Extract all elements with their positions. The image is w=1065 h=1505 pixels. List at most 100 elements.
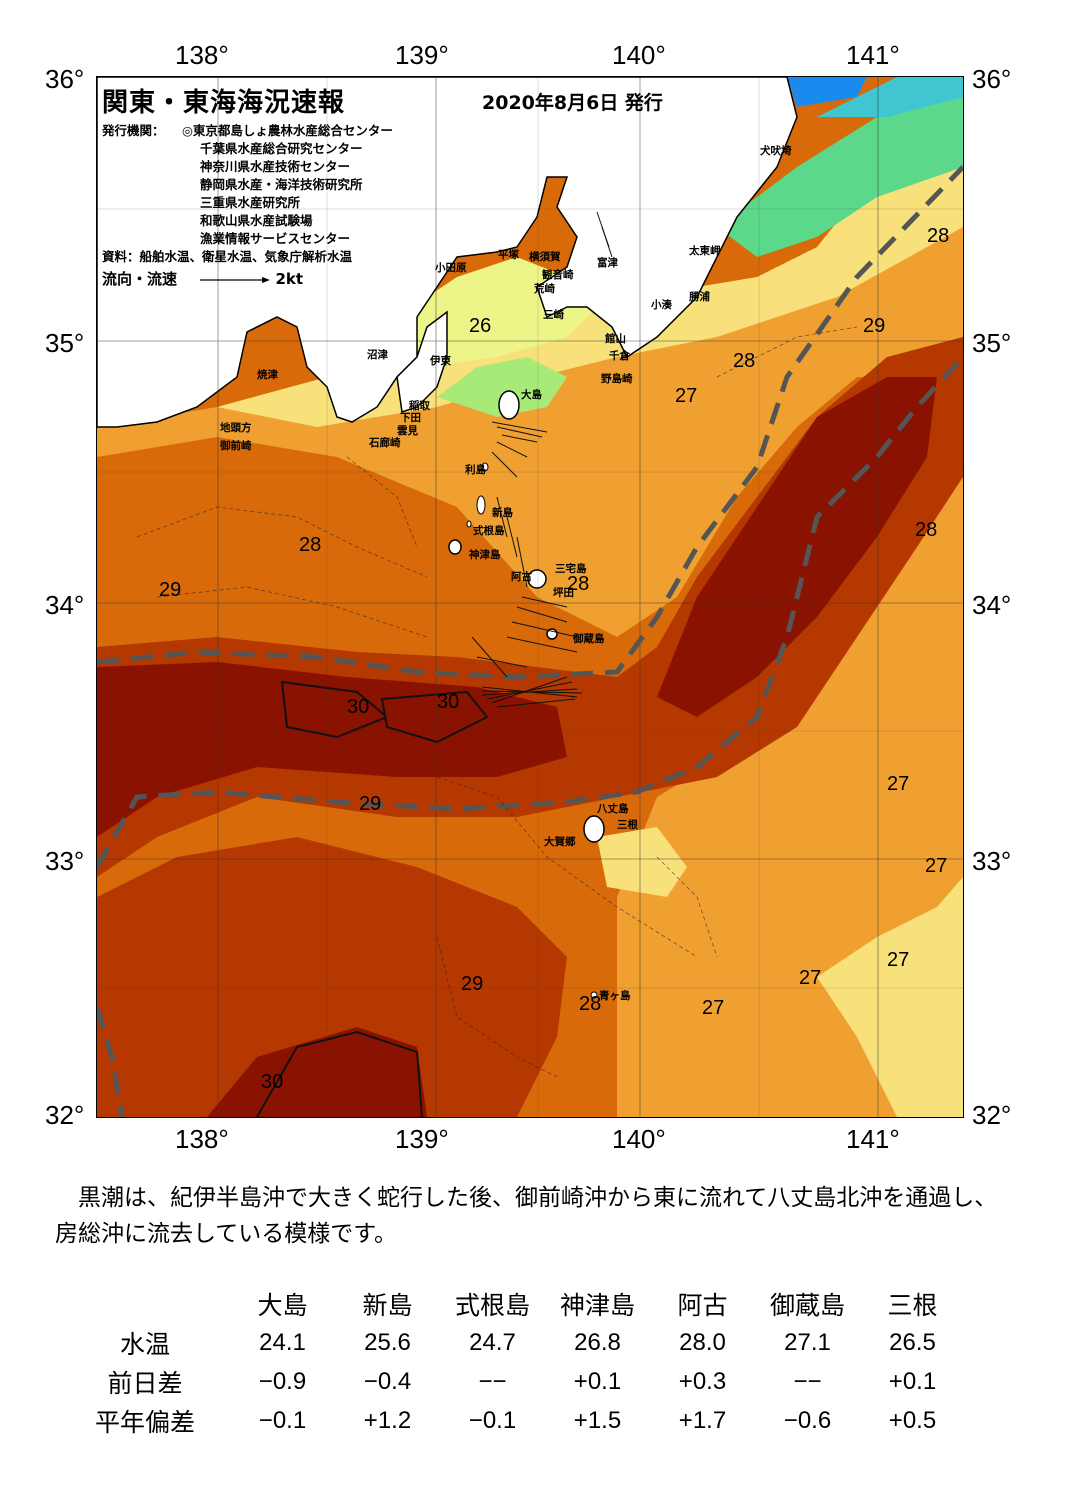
place-label: 太東岬 bbox=[689, 245, 721, 257]
column-header: 式根島 bbox=[454, 1291, 530, 1320]
place-label: 小湊 bbox=[651, 299, 672, 311]
column-header: 大島 bbox=[257, 1291, 308, 1320]
column-header: 新島 bbox=[362, 1291, 413, 1320]
place-label: 御前崎 bbox=[220, 440, 252, 452]
temp-label: 27 bbox=[799, 967, 822, 989]
map-canvas bbox=[97, 77, 963, 1117]
place-label: 千倉 bbox=[609, 350, 630, 362]
sea-zone-22-kashima bbox=[817, 77, 963, 117]
lat-label-left-35: 35° bbox=[45, 328, 85, 358]
temp-label: 27 bbox=[702, 997, 725, 1019]
current-vectors bbox=[471, 211, 613, 708]
place-label: 利島 bbox=[465, 464, 486, 476]
lat-label-right-33: 33° bbox=[972, 846, 1012, 876]
graticule-minor bbox=[97, 77, 963, 1117]
table-corner bbox=[60, 1284, 230, 1323]
table-row: 平年偏差 −0.1 +1.2 −0.1 +1.5 +1.7 −0.6 +0.5 bbox=[60, 1401, 965, 1440]
lat-label-left-36: 36° bbox=[45, 64, 85, 94]
lon-label-top-139: 139° bbox=[395, 40, 449, 70]
place-label: 富津 bbox=[597, 257, 618, 269]
island-oshima bbox=[498, 390, 520, 420]
publisher-name: 神奈川県水産技術センター bbox=[200, 159, 351, 174]
place-label: 大島 bbox=[521, 389, 542, 401]
lat-label-left-33: 33° bbox=[45, 846, 85, 876]
table-header-row: 大島 新島 式根島 神津島 阿古 御蔵島 三根 bbox=[60, 1284, 965, 1323]
table-cell: +0.5 bbox=[888, 1406, 937, 1434]
table-cell: −0.6 bbox=[783, 1406, 832, 1434]
place-label: 大賀郷 bbox=[544, 836, 576, 848]
island-hachijojima bbox=[583, 815, 605, 843]
place-label: 式根島 bbox=[473, 525, 505, 537]
temp-label: 28 bbox=[915, 519, 938, 541]
place-label: 館山 bbox=[605, 333, 626, 345]
temp-label: 26 bbox=[469, 315, 492, 337]
current-legend: 流向・流速 2kt bbox=[102, 268, 303, 289]
table-cell: 24.1 bbox=[259, 1328, 306, 1356]
depth-contours bbox=[136, 326, 858, 1078]
table-cell: +0.1 bbox=[888, 1367, 937, 1395]
temp-label: 30 bbox=[437, 691, 460, 713]
place-label: 阿古 bbox=[511, 571, 532, 583]
temp-label: 29 bbox=[461, 973, 484, 995]
lon-label-bottom-139: 139° bbox=[395, 1124, 449, 1154]
table-cell: +0.3 bbox=[678, 1367, 727, 1395]
sea-zone-29-south bbox=[97, 837, 567, 1117]
temp-label: 30 bbox=[261, 1071, 284, 1093]
sea-temperature-map: 26 28 29 30 30 29 28 27 28 29 28 28 27 2… bbox=[96, 76, 964, 1118]
temp-label: 29 bbox=[863, 315, 886, 337]
lat-label-right-35: 35° bbox=[972, 328, 1012, 358]
lat-label-right-32: 32° bbox=[972, 1100, 1012, 1130]
temp-label: 29 bbox=[359, 793, 382, 815]
temp-label: 27 bbox=[887, 949, 910, 971]
publisher-line: 発行機関： ◎東京都島しょ農林水産総合センター bbox=[102, 122, 393, 140]
column-header: 御蔵島 bbox=[769, 1291, 845, 1320]
lat-label-left-32: 32° bbox=[45, 1100, 85, 1130]
lon-label-bottom-138: 138° bbox=[175, 1124, 229, 1154]
place-label: 雲見 bbox=[397, 425, 418, 437]
kuroshio-axis-southwest bbox=[97, 1006, 125, 1117]
row-header: 平年偏差 bbox=[94, 1408, 195, 1437]
island-niijima bbox=[476, 495, 486, 515]
sea-zone-24-sagami bbox=[437, 357, 567, 417]
table-cell: −− bbox=[793, 1367, 822, 1395]
publisher-name: ◎東京都島しょ農林水産総合センター bbox=[181, 123, 393, 138]
observation-table: 大島 新島 式根島 神津島 阿古 御蔵島 三根 水温 24.1 25.6 24.… bbox=[60, 1284, 965, 1440]
graticule bbox=[97, 77, 963, 1117]
lon-label-bottom-141: 141° bbox=[846, 1124, 900, 1154]
table-cell: −0.4 bbox=[363, 1367, 412, 1395]
table-row: 前日差 −0.9 −0.4 −− +0.1 +0.3 −− +0.1 bbox=[60, 1362, 965, 1401]
temp-label: 29 bbox=[159, 579, 182, 601]
place-label: 犬吠埼 bbox=[760, 145, 792, 157]
table-cell: +1.7 bbox=[678, 1406, 727, 1434]
lon-label-top-141: 141° bbox=[846, 40, 900, 70]
lat-label-right-36: 36° bbox=[972, 64, 1012, 94]
land-honshu bbox=[97, 77, 798, 428]
sea-zone-30-offshore-east bbox=[657, 377, 937, 717]
place-label: 観音崎 bbox=[542, 269, 574, 281]
land-izu-peninsula bbox=[396, 310, 448, 413]
column-header: 神津島 bbox=[559, 1291, 635, 1320]
table-row: 水温 24.1 25.6 24.7 26.8 28.0 27.1 26.5 bbox=[60, 1323, 965, 1362]
temp-label: 27 bbox=[675, 385, 698, 407]
place-label: 野島崎 bbox=[601, 373, 633, 385]
table-cell: +1.5 bbox=[573, 1406, 622, 1434]
table-cell: 27.1 bbox=[784, 1328, 831, 1356]
place-label: 八丈島 bbox=[597, 803, 629, 815]
sea-zone-23-boso bbox=[717, 97, 963, 257]
island-miyakejima bbox=[527, 569, 547, 589]
summary-text: 黒潮は、紀伊半島沖で大きく蛇行した後、御前崎沖から東に流れて八丈島北沖を通過し、… bbox=[55, 1185, 998, 1247]
row-header: 前日差 bbox=[107, 1369, 183, 1398]
table-cell: 26.8 bbox=[574, 1328, 621, 1356]
place-label: 小田原 bbox=[435, 262, 467, 274]
place-label: 荒崎 bbox=[534, 283, 555, 295]
place-label: 青ヶ島 bbox=[599, 990, 631, 1002]
place-label: 焼津 bbox=[257, 369, 278, 381]
map-title: 関東・東海海況速報 bbox=[102, 88, 346, 118]
place-label: 神津島 bbox=[469, 549, 501, 561]
place-label: 三根 bbox=[617, 819, 638, 831]
row-header: 水温 bbox=[119, 1330, 170, 1359]
place-label: 新島 bbox=[492, 507, 513, 519]
place-label: 稲取 bbox=[409, 400, 430, 412]
table-cell: 24.7 bbox=[469, 1328, 516, 1356]
sea-zone-26-southeast bbox=[817, 877, 963, 1117]
